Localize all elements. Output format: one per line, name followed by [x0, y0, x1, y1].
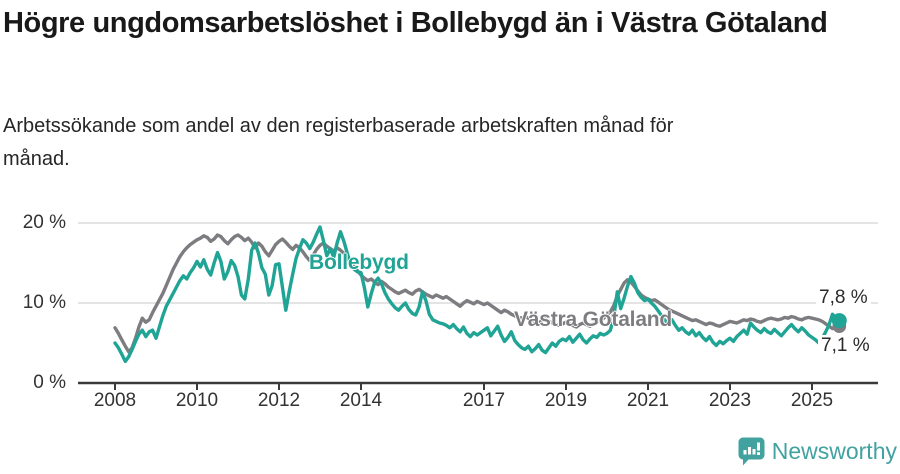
- x-tick-label-2023: 2023: [708, 390, 752, 411]
- bollebygd-line: [113, 225, 841, 364]
- y-tick-label-20: 20 %: [22, 212, 66, 233]
- x-tick-label-2021: 2021: [626, 390, 670, 411]
- end-value-label-bollebygd: 7,8 %: [816, 287, 871, 309]
- brand-name: Newsworthy: [771, 438, 897, 464]
- y-tick-label-10: 10 %: [22, 292, 66, 313]
- x-tick-label-2012: 2012: [257, 390, 301, 411]
- y-tick-label-0: 0 %: [33, 372, 66, 393]
- chart-subtitle: Arbetssökande som andel av den registerb…: [3, 115, 674, 170]
- newsworthy-logo-icon: [738, 437, 765, 466]
- newsworthy-branding-link[interactable]: Newsworthy: [738, 437, 897, 466]
- x-tick-label-2014: 2014: [339, 390, 383, 411]
- series-label-bollebygd: Bollebygd: [309, 251, 409, 274]
- x-tick-label-2019: 2019: [544, 390, 588, 411]
- x-tick-label-2017: 2017: [462, 390, 506, 411]
- x-tick-label-2010: 2010: [175, 390, 219, 411]
- end-value-label-vastra-gotaland: 7,1 %: [818, 335, 873, 357]
- bollebygd-end-dot: [831, 313, 847, 329]
- x-tick-label-2025: 2025: [790, 390, 834, 411]
- x-tick-label-2008: 2008: [93, 390, 137, 411]
- series-label-vastra-gotaland: Västra Götaland: [514, 308, 673, 331]
- vastra-gotaland-line: [113, 233, 841, 354]
- page-title: Högre ungdomsarbetslöshet i Bollebygd än…: [3, 7, 828, 39]
